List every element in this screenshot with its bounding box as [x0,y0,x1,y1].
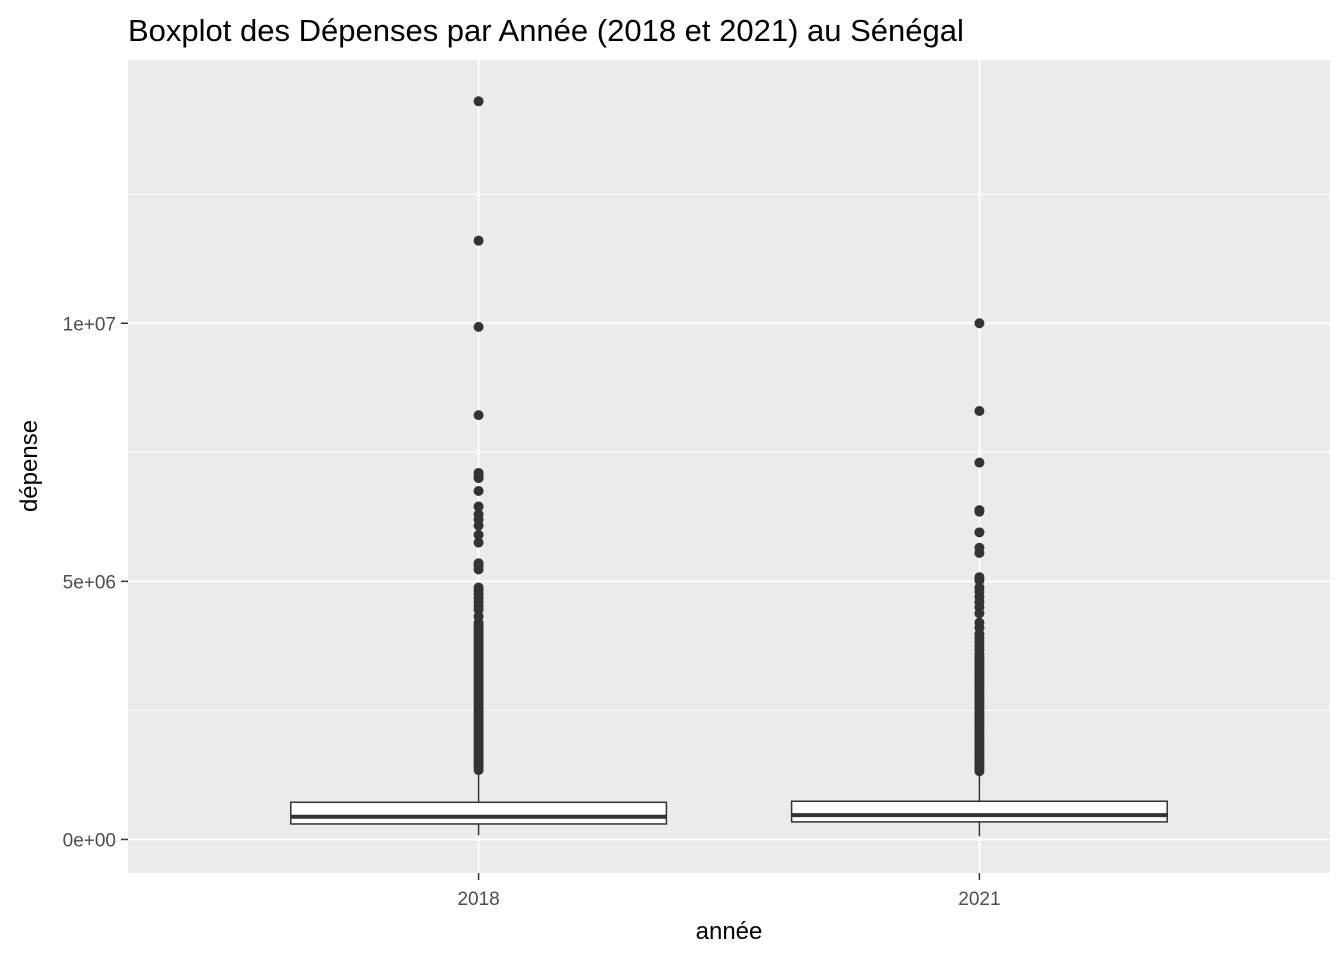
box-group [790,318,1168,837]
outlier-point [473,520,484,531]
outlier-point [473,529,484,540]
outlier-point [473,96,484,107]
outlier-point [473,611,484,622]
outlier-point [974,527,985,538]
outlier-point [473,564,484,575]
plot-panel [128,60,1330,873]
outlier-point [974,406,985,417]
grid-layer [128,60,1330,873]
outlier-point [974,318,985,329]
outlier-point [974,457,985,468]
x-tick-label: 2021 [958,889,1000,910]
outlier-point [473,235,484,246]
box-layer [290,96,1168,837]
box-group [290,96,668,836]
chart-title: Boxplot des Dépenses par Année (2018 et … [128,13,964,48]
axis-layer: 0e+00 5e+06 1e+07 2018 2021 [63,314,1001,910]
outlier-point [974,608,985,619]
outlier-point [473,537,484,548]
outlier-point [974,766,985,777]
y-tick-label: 5e+06 [63,572,116,593]
box-body [290,801,668,825]
outlier-point [974,547,985,558]
outlier-point [974,575,985,586]
outlier-point [473,765,484,776]
y-tick-label: 1e+07 [63,314,116,335]
outlier-point [974,648,985,659]
outlier-point [974,506,985,517]
x-axis-label: année [696,918,763,945]
y-axis-label: dépense [16,420,43,512]
box-body [790,800,1168,823]
outlier-point [473,410,484,421]
outlier-point [473,486,484,497]
outlier-point [473,473,484,484]
outlier-point [473,501,484,512]
outlier-point [473,321,484,332]
y-tick-label: 0e+00 [63,830,116,851]
x-tick-label: 2018 [457,889,499,910]
